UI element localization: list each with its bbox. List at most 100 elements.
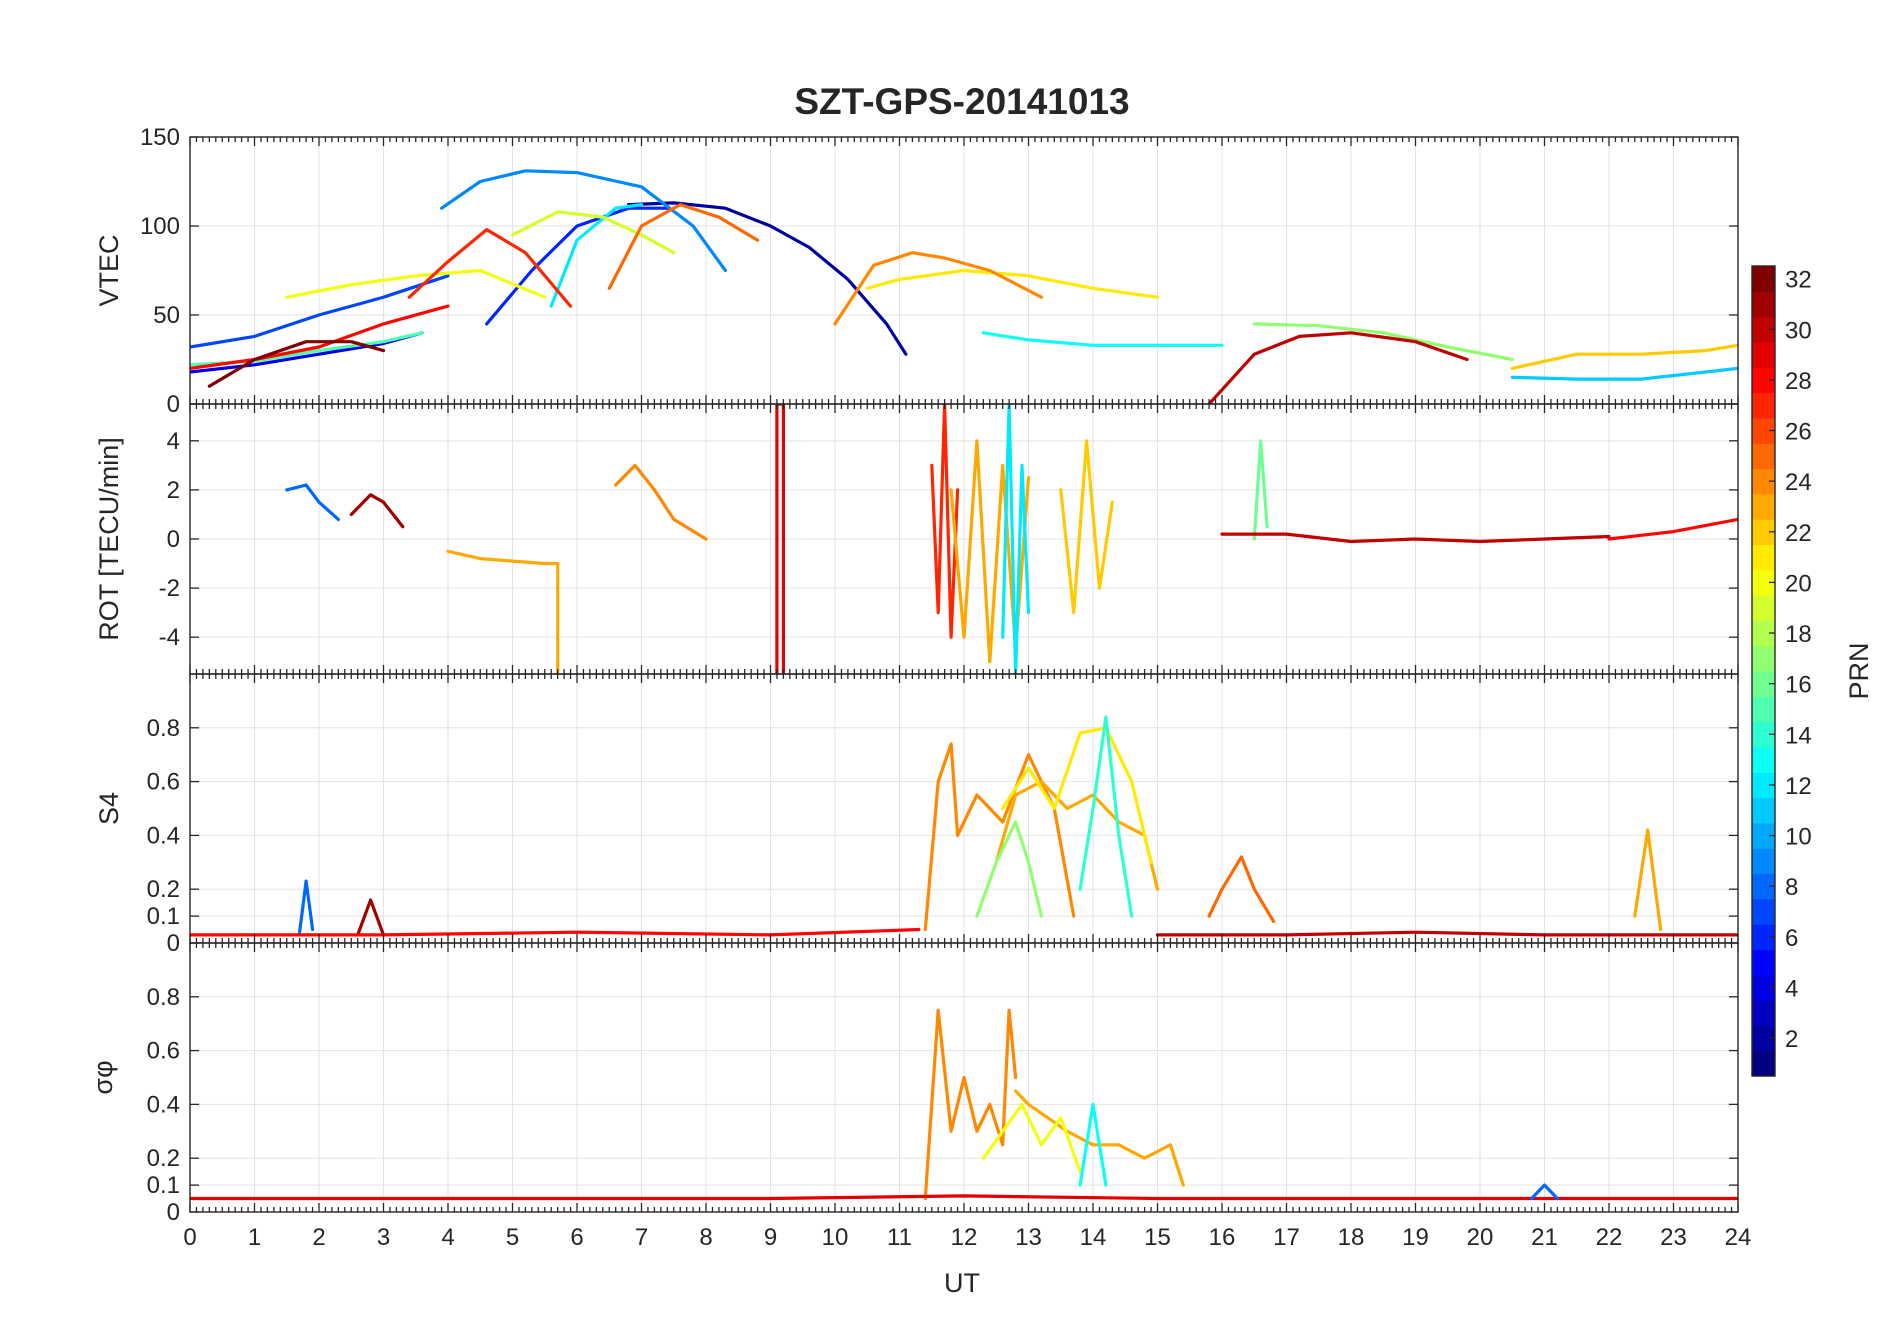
series-rot-prn23: [446, 549, 560, 674]
series-sigma-prn20: [981, 1102, 1082, 1174]
series-vtec-prn30: [1207, 331, 1469, 404]
x-tick-label: 17: [1273, 1224, 1300, 1251]
colorbar-swatch: [1752, 645, 1775, 672]
series-s4-prn17: [975, 820, 1044, 918]
series-rot-prn24: [614, 463, 708, 541]
colorbar-swatch: [1752, 746, 1775, 773]
series-rot-prn22: [1059, 439, 1114, 615]
x-tick-label: 16: [1209, 1224, 1236, 1251]
colorbar-tick-label: 8: [1785, 874, 1798, 901]
y-tick-label: 0.1: [147, 903, 180, 930]
x-tick-label: 2: [312, 1224, 325, 1251]
colorbar-swatch: [1752, 443, 1775, 470]
colorbar-swatch: [1752, 544, 1775, 571]
series-sigma-prn8: [1529, 1183, 1560, 1201]
y-tick-label: -2: [159, 575, 180, 602]
series-s4-prn14: [1078, 715, 1134, 918]
y-axis-label-vtec: VTEC: [94, 234, 124, 306]
y-axis-label-s4: S4: [94, 792, 124, 825]
y-tick-label: 100: [140, 213, 180, 240]
x-tick-label: 7: [635, 1224, 648, 1251]
series-rot-prn12: [1001, 404, 1031, 674]
x-tick-label: 12: [951, 1224, 978, 1251]
series-rot-prn28: [1607, 517, 1738, 541]
y-tick-label: 2: [167, 477, 180, 504]
colorbar-tick-label: 20: [1785, 570, 1812, 597]
x-tick-label: 23: [1660, 1224, 1687, 1251]
series-vtec-prn25: [607, 203, 760, 290]
y-axis-label-rot: ROT [TECU/min]: [94, 437, 124, 641]
x-tick-label: 19: [1402, 1224, 1429, 1251]
colorbar-swatch: [1752, 671, 1775, 697]
series-vtec-prn9: [440, 169, 728, 273]
colorbar-tick-label: 24: [1785, 469, 1812, 496]
colorbar-tick-label: 2: [1785, 1026, 1798, 1053]
series-vtec-prn17: [1252, 322, 1514, 362]
panel-vtec: 0 50 100 150 VTEC: [94, 124, 1739, 418]
colorbar-frame: [1751, 265, 1776, 1077]
series-group: [190, 1008, 1738, 1201]
colorbar-swatch: [1752, 392, 1775, 419]
series-vtec-prn24: [833, 251, 1044, 326]
series-sigma-prn23: [1013, 1089, 1185, 1187]
colorbar-swatch: [1752, 848, 1775, 875]
y-tick-label: 4: [167, 428, 180, 455]
x-tick-label: 5: [506, 1224, 519, 1251]
x-tick-label: 21: [1531, 1224, 1558, 1251]
x-tick-label: 13: [1015, 1224, 1042, 1251]
colorbar-tick-label: 22: [1785, 520, 1812, 547]
series-s4-prn31: [356, 898, 386, 937]
colorbar-tick-label: 6: [1785, 925, 1798, 952]
colorbar-swatch: [1752, 1000, 1775, 1026]
y-tick-label: 0.1: [147, 1172, 180, 1199]
series-vtec-prn27: [407, 228, 573, 308]
series-s4-prn25: [1207, 855, 1276, 924]
colorbar-tick-label: 28: [1785, 368, 1812, 395]
x-tick-label: 15: [1144, 1224, 1171, 1251]
colorbar-swatch: [1752, 772, 1775, 799]
colorbar-tick-label: 26: [1785, 419, 1812, 446]
series-group: [190, 169, 1738, 404]
colorbar-swatch: [1752, 316, 1775, 343]
colorbar-swatch: [1752, 1050, 1775, 1077]
series-vtec-prn11: [1510, 366, 1738, 381]
series-vtec-prn32: [207, 340, 386, 388]
y-tick-label: 0: [167, 930, 180, 957]
y-tick-label: 0.4: [147, 822, 180, 849]
x-tick-label: 22: [1596, 1224, 1623, 1251]
series-vtec-prn19: [510, 210, 676, 255]
y-tick-label: -4: [159, 624, 180, 651]
colorbar-swatch: [1752, 620, 1775, 647]
colorbar-swatch: [1752, 797, 1775, 824]
panel-rot: -4 -2 0 2 4 ROT [TECU/min]: [94, 403, 1739, 675]
x-tick-label: 11: [887, 1224, 912, 1251]
series-s4-prn24: [923, 742, 1076, 932]
colorbar-swatch: [1752, 291, 1775, 318]
series-s4-prn23: [1633, 828, 1663, 932]
x-tick-label: 8: [699, 1224, 712, 1251]
y-tick-label: 0.8: [147, 715, 180, 742]
series-s4-prn21: [1001, 726, 1153, 864]
colorbar-swatch: [1752, 873, 1775, 900]
colorbar-swatch: [1752, 974, 1775, 1001]
series-vtec-prn7: [190, 274, 450, 349]
series-s4-prn8: [298, 879, 315, 934]
colorbar-tick-label: 4: [1785, 975, 1798, 1002]
series-rot-prn29: [775, 404, 786, 674]
panel-s4: 00.10.2 0.4 0.6 0.8 S4: [94, 673, 1739, 957]
colorbar-tick-label: 18: [1785, 621, 1812, 648]
series-group: [285, 404, 1738, 674]
colorbar-swatch: [1752, 417, 1775, 444]
series-sigma-prn13: [1078, 1102, 1108, 1187]
series-vtec-prn12: [549, 203, 644, 308]
colorbar-tick-label: 32: [1785, 267, 1812, 294]
colorbar-swatch: [1752, 595, 1775, 621]
colorbar-swatch: [1752, 266, 1775, 292]
series-vtec-prn6: [485, 206, 669, 326]
colorbar-swatch: [1752, 493, 1775, 520]
colorbar-tick-label: 14: [1785, 722, 1812, 749]
x-tick-label: 6: [570, 1224, 583, 1251]
series-vtec-prn13: [981, 331, 1224, 347]
